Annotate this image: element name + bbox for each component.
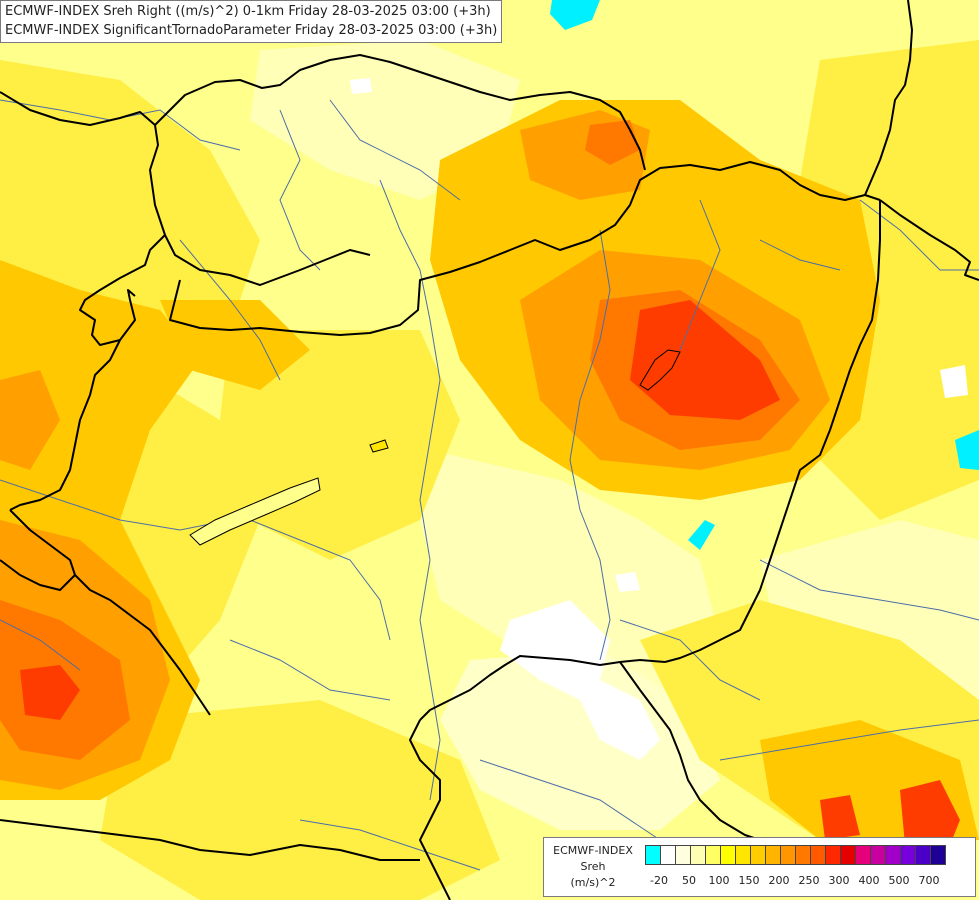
title-line-1: ECMWF-INDEX Sreh Right ((m/s)^2) 0-1km F…	[5, 4, 491, 19]
field-deep-orange-north	[585, 120, 640, 165]
legend-color-bar	[645, 845, 946, 865]
border-slovakia-hungary	[169, 161, 881, 336]
legend-tick-label: 300	[828, 874, 850, 887]
legend-swatch	[930, 845, 946, 865]
legend-swatch	[870, 845, 886, 865]
field-pale-south	[440, 650, 720, 830]
legend-swatch	[795, 845, 811, 865]
legend-swatch	[735, 845, 751, 865]
legend-swatch	[840, 845, 856, 865]
legend-tick-label: -20	[650, 874, 668, 887]
border-croatia-bosnia	[0, 819, 420, 861]
legend-tick-label: 50	[682, 874, 696, 887]
field-orange-core-west-upper	[0, 370, 60, 470]
color-legend: ECMWF-INDEX Sreh (m/s)^2 -20 50 100 150 200 2…	[543, 837, 976, 897]
border-poland-slovakia	[154, 54, 646, 171]
border-ukraine-poland	[864, 0, 913, 196]
legend-swatch	[750, 845, 766, 865]
legend-tick-label: 400	[858, 874, 880, 887]
border-slovenia-croatia	[0, 559, 76, 591]
field-yellow-northwest	[0, 60, 260, 350]
legend-tick-label: 200	[768, 874, 790, 887]
legend-swatch	[675, 845, 691, 865]
field-red-south	[820, 795, 860, 840]
legend-tick-label: 100	[708, 874, 730, 887]
legend-model-label: ECMWF-INDEX	[553, 844, 633, 857]
legend-swatch	[915, 845, 931, 865]
border-hungary-romania	[664, 200, 881, 663]
field-white-east	[940, 365, 968, 398]
lake-balaton	[189, 477, 321, 546]
legend-swatch	[690, 845, 706, 865]
field-cyan-center	[688, 520, 715, 550]
legend-tick-label: 250	[798, 874, 820, 887]
legend-swatch	[825, 845, 841, 865]
border-croatia-serbia	[409, 719, 451, 900]
field-red-west	[20, 665, 80, 720]
field-pale-center	[420, 450, 720, 700]
legend-swatch	[900, 845, 916, 865]
legend-swatch	[645, 845, 661, 865]
title-box: ECMWF-INDEX Sreh Right ((m/s)^2) 0-1km F…	[0, 0, 503, 43]
field-orange-light-northwest	[160, 300, 310, 390]
field-red-southeast	[900, 780, 960, 845]
lake-tisza	[639, 349, 681, 391]
legend-swatch	[780, 845, 796, 865]
field-white-small-2	[615, 572, 640, 592]
field-cyan-east	[955, 430, 979, 470]
legend-tick-label: 500	[888, 874, 910, 887]
field-red-center	[630, 300, 780, 420]
field-white-small-1	[350, 78, 372, 94]
border-romania-serbia	[619, 661, 761, 841]
legend-tick-label: 150	[738, 874, 760, 887]
legend-swatch	[765, 845, 781, 865]
legend-swatch	[720, 845, 736, 865]
border-austria-czech	[119, 289, 136, 341]
legend-swatch	[660, 845, 676, 865]
legend-swatch	[810, 845, 826, 865]
border-hungary-croatia	[9, 509, 211, 716]
field-white-south	[500, 600, 660, 760]
legend-swatch	[705, 845, 721, 865]
legend-variable-label: Sreh	[580, 860, 606, 873]
legend-unit-label: (m/s)^2	[570, 876, 616, 889]
lake-small	[369, 439, 389, 453]
field-cyan-north	[550, 0, 600, 30]
legend-swatch	[855, 845, 871, 865]
title-line-2: ECMWF-INDEX SignificantTornadoParameter …	[5, 23, 498, 38]
legend-swatch	[885, 845, 901, 865]
border-czech-slovakia	[0, 91, 371, 286]
legend-tick-label: 700	[918, 874, 940, 887]
border-ukraine-romania	[879, 199, 979, 281]
